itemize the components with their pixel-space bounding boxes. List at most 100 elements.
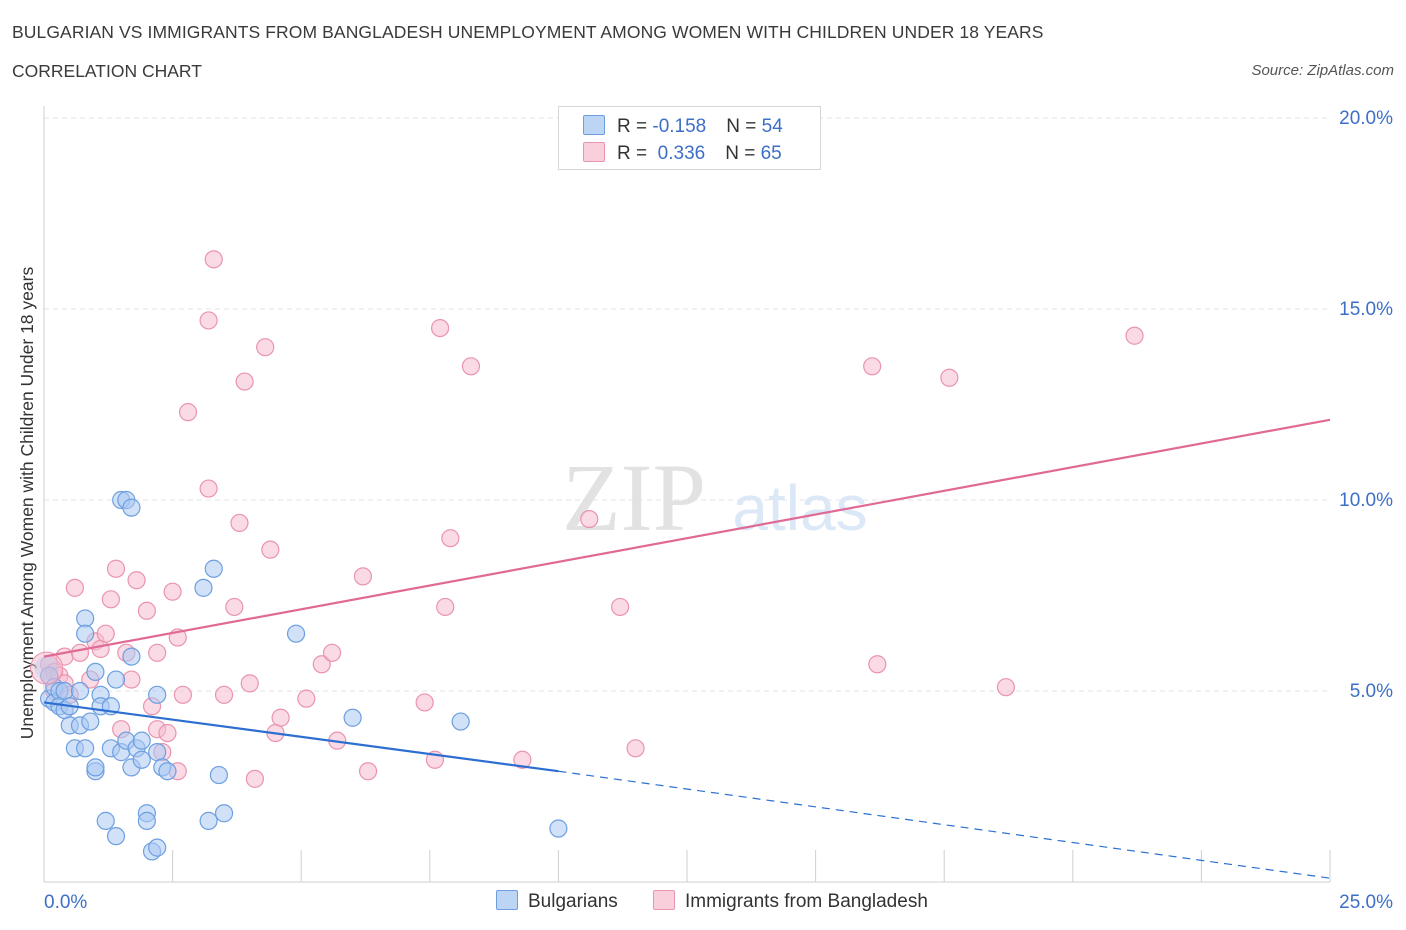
data-point-bulgarian	[76, 609, 95, 628]
data-point-bangladesh	[415, 693, 434, 712]
data-point-bulgarian	[86, 662, 105, 682]
data-point-bangladesh	[863, 357, 882, 376]
data-point-bulgarian	[70, 681, 90, 701]
legend-r-value: -0.158	[652, 116, 707, 137]
legend-r-value: 0.336	[652, 143, 706, 164]
data-point-bulgarian	[76, 624, 95, 643]
data-point-bangladesh	[137, 601, 156, 620]
data-point-bangladesh	[580, 509, 599, 529]
watermark-zip: ZIP	[562, 444, 706, 551]
data-point-bangladesh	[297, 689, 316, 708]
series-bangladesh	[40, 250, 1144, 788]
data-point-cluster	[30, 651, 64, 685]
data-point-bangladesh	[940, 368, 959, 387]
data-point-bangladesh	[225, 597, 244, 617]
data-point-bangladesh	[199, 479, 218, 498]
legend-r-label: R =	[617, 116, 653, 137]
data-point-bangladesh	[240, 674, 259, 693]
data-point-bangladesh	[96, 624, 115, 643]
data-point-bangladesh	[204, 250, 223, 269]
data-point-bangladesh	[65, 578, 84, 597]
data-point-bangladesh	[163, 582, 182, 601]
data-point-bangladesh	[256, 338, 275, 357]
data-point-bangladesh	[436, 597, 455, 617]
trendline-bulgarians	[43, 701, 559, 773]
data-point-bangladesh	[358, 762, 378, 781]
legend-n-label: N =	[725, 143, 761, 164]
data-point-bulgarian	[343, 708, 362, 727]
data-point-bangladesh	[513, 750, 532, 769]
data-point-bangladesh	[122, 670, 141, 689]
data-point-bulgarian	[96, 811, 115, 830]
bottom-legend-swatch-blue	[496, 890, 518, 910]
data-point-bangladesh	[461, 357, 481, 376]
y-tick-label: 15.0%	[1339, 299, 1393, 320]
source-label: Source: ZipAtlas.com	[1251, 62, 1394, 79]
data-point-bangladesh	[245, 769, 265, 788]
data-point-bangladesh	[235, 372, 254, 391]
data-point-bulgarian	[106, 827, 126, 846]
data-point-bulgarian	[86, 758, 105, 777]
data-point-bangladesh	[214, 685, 234, 704]
data-point-bulgarian	[194, 578, 213, 597]
data-point-bangladesh	[441, 529, 460, 548]
data-point-bulgarian	[137, 811, 156, 830]
data-point-bangladesh	[626, 739, 645, 758]
data-point-bulgarian	[132, 731, 151, 750]
y-tick-label: 10.0%	[1339, 490, 1393, 511]
data-point-bulgarian	[204, 559, 223, 578]
data-point-bangladesh	[611, 597, 630, 617]
data-point-bangladesh	[101, 590, 120, 609]
data-point-bangladesh	[996, 678, 1016, 697]
chart-subtitle: CORRELATION CHART	[12, 61, 202, 81]
data-point-bangladesh	[261, 540, 280, 559]
data-point-bulgarian	[214, 804, 234, 823]
data-point-bulgarian	[286, 624, 306, 643]
x-tick-label: 25.0%	[1339, 892, 1393, 913]
data-point-bulgarian	[81, 712, 100, 731]
data-point-bangladesh	[1125, 326, 1144, 345]
legend-row-bangladesh: R = 0.336 N = 65	[583, 142, 782, 164]
legend-n-value: 54	[761, 116, 783, 137]
y-axis-label: Unemployment Among Women with Children U…	[17, 267, 37, 740]
trendline-bulgarians-extrapolated	[558, 770, 1331, 879]
data-point-bulgarian	[122, 498, 141, 517]
data-point-bulgarian	[148, 685, 167, 704]
data-point-bangladesh	[106, 559, 126, 578]
bottom-legend-bangladesh: Immigrants from Bangladesh	[653, 890, 928, 913]
data-point-bangladesh	[173, 685, 192, 704]
data-point-cluster	[34, 656, 59, 681]
legend-row-bulgarians: R = -0.158 N = 54	[583, 115, 783, 137]
data-point-bangladesh	[312, 655, 331, 674]
chart-title: BULGARIAN VS IMMIGRANTS FROM BANGLADESH …	[12, 22, 1044, 42]
data-point-bangladesh	[271, 708, 290, 727]
data-point-bangladesh	[322, 643, 342, 662]
data-point-bulgarian	[199, 811, 218, 830]
data-point-bulgarian	[549, 819, 568, 838]
data-point-bangladesh	[127, 571, 146, 590]
data-point-bangladesh	[158, 723, 177, 743]
legend-n-label: N =	[726, 116, 762, 137]
legend-n-value: 65	[760, 143, 782, 164]
data-point-bangladesh	[148, 643, 167, 662]
bottom-legend-label: Bulgarians	[528, 891, 618, 912]
bottom-legend-label: Immigrants from Bangladesh	[685, 891, 928, 912]
data-point-bangladesh	[70, 643, 90, 662]
data-point-bulgarian	[122, 647, 141, 666]
data-point-bulgarian	[132, 750, 151, 769]
data-point-bulgarian	[209, 765, 228, 785]
x-tick-label: 0.0%	[44, 892, 87, 913]
data-point-bangladesh	[178, 403, 198, 422]
data-point-bangladesh	[230, 513, 249, 533]
data-point-bangladesh	[868, 655, 887, 674]
data-point-bulgarian	[55, 681, 74, 701]
y-tick-label: 5.0%	[1350, 681, 1393, 702]
data-point-bulgarian	[158, 762, 177, 781]
trendline-bangladesh	[43, 418, 1331, 658]
data-point-bulgarian	[148, 838, 167, 857]
data-point-bulgarian	[106, 670, 126, 689]
data-point-bangladesh	[353, 567, 373, 586]
correlation-legend: R = -0.158 N = 54 R = 0.336 N = 65	[558, 106, 821, 170]
data-point-bulgarian	[76, 739, 95, 758]
